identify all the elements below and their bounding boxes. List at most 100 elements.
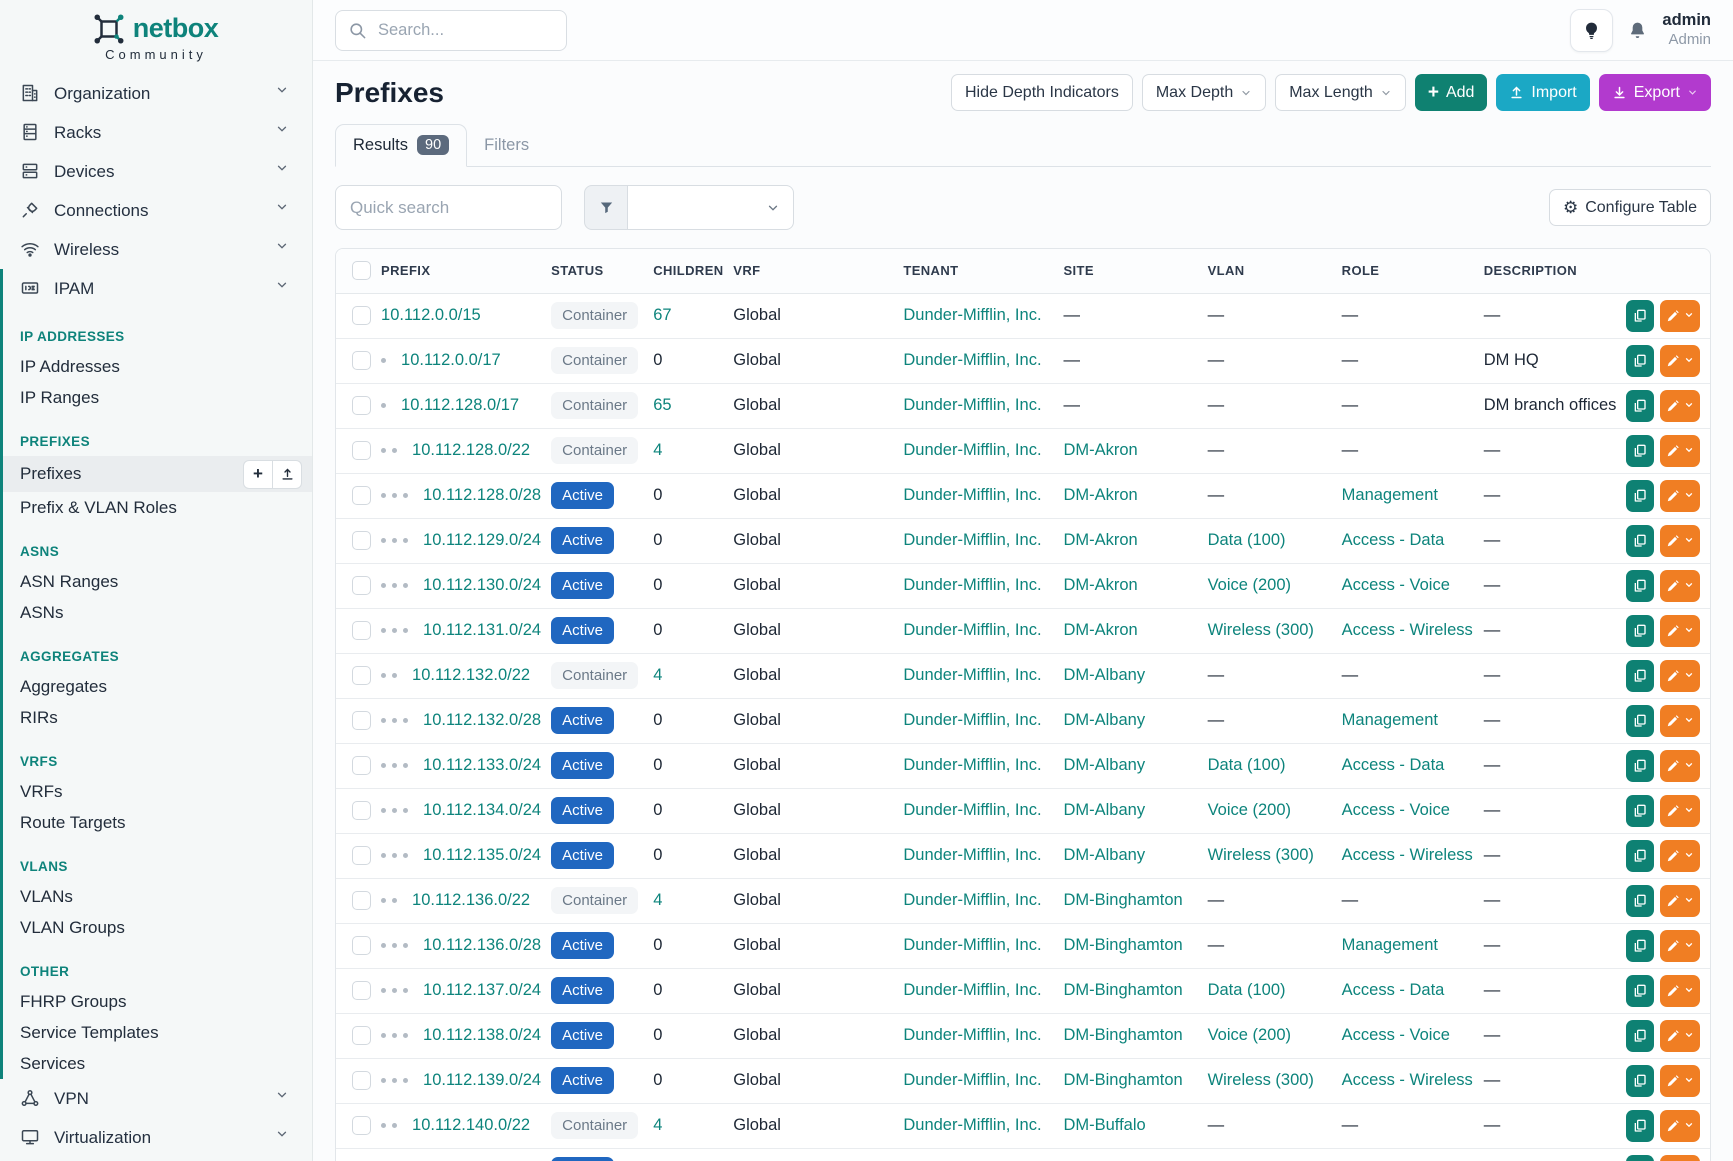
prefix-link[interactable]: 10.112.137.0/24 [423, 981, 542, 999]
tenant-link[interactable]: Dunder-Mifflin, Inc. [903, 1116, 1042, 1134]
sidebar-item-rirs[interactable]: RIRs [3, 702, 312, 733]
vlan-link[interactable]: Voice (200) [1207, 576, 1292, 594]
copy-button[interactable] [1626, 1154, 1654, 1161]
prefix-link[interactable]: 10.112.135.0/24 [423, 846, 542, 864]
copy-button[interactable] [1626, 839, 1654, 872]
vlan-link[interactable]: Wireless (300) [1207, 846, 1314, 864]
row-checkbox[interactable] [352, 1116, 371, 1135]
edit-button[interactable] [1660, 434, 1700, 467]
edit-button[interactable] [1660, 704, 1700, 737]
edit-button[interactable] [1660, 749, 1700, 782]
sidebar-item-prefix-vlan-roles[interactable]: Prefix & VLAN Roles [3, 492, 312, 523]
tenant-link[interactable]: Dunder-Mifflin, Inc. [903, 1026, 1042, 1044]
hide-depth-indicators-button[interactable]: Hide Depth Indicators [950, 74, 1133, 111]
row-checkbox[interactable] [352, 621, 371, 640]
row-checkbox[interactable] [352, 756, 371, 775]
edit-button[interactable] [1660, 569, 1700, 602]
netbox-logo[interactable]: netbox Community [0, 0, 312, 64]
prefix-link[interactable]: 10.112.132.0/22 [412, 666, 531, 684]
tenant-link[interactable]: Dunder-Mifflin, Inc. [903, 756, 1042, 774]
prefix-link[interactable]: 10.112.131.0/24 [423, 621, 542, 639]
copy-button[interactable] [1626, 749, 1654, 782]
prefixes-import-button[interactable] [272, 459, 302, 489]
site-link[interactable]: DM-Albany [1063, 711, 1146, 729]
sidebar-item-services[interactable]: Services [3, 1048, 312, 1079]
copy-button[interactable] [1626, 434, 1654, 467]
copy-button[interactable] [1626, 389, 1654, 422]
row-checkbox[interactable] [352, 936, 371, 955]
tenant-link[interactable]: Dunder-Mifflin, Inc. [903, 846, 1042, 864]
site-link[interactable]: DM-Albany [1063, 666, 1146, 684]
copy-button[interactable] [1626, 344, 1654, 377]
row-checkbox[interactable] [352, 711, 371, 730]
prefix-link[interactable]: 10.112.128.0/22 [412, 441, 531, 459]
sidebar-item-circuits[interactable]: Circuits [0, 1157, 312, 1161]
vlan-link[interactable]: Wireless (300) [1207, 1071, 1314, 1089]
prefix-link[interactable]: 10.112.0.0/17 [401, 351, 501, 369]
row-checkbox[interactable] [352, 576, 371, 595]
children-count[interactable]: 4 [653, 441, 663, 459]
tenant-link[interactable]: Dunder-Mifflin, Inc. [903, 891, 1042, 909]
sidebar-item-vlan-groups[interactable]: VLAN Groups [3, 912, 312, 943]
configure-table-button[interactable]: ⚙ Configure Table [1548, 189, 1711, 226]
column-header-vrf[interactable]: VRF [733, 249, 904, 294]
edit-button[interactable] [1660, 524, 1700, 557]
role-link[interactable]: Management [1341, 936, 1438, 954]
site-link[interactable]: DM-Akron [1063, 576, 1138, 594]
max-depth-button[interactable]: Max Depth [1141, 74, 1267, 111]
copy-button[interactable] [1626, 524, 1654, 557]
role-link[interactable]: Access - Wireless [1341, 846, 1473, 864]
column-header-description[interactable]: DESCRIPTION [1483, 249, 1630, 294]
site-link[interactable]: DM-Albany [1063, 756, 1146, 774]
prefix-link[interactable]: 10.112.140.0/22 [412, 1116, 531, 1134]
sidebar-item-ip-addresses[interactable]: IP Addresses [3, 351, 312, 382]
copy-button[interactable] [1626, 704, 1654, 737]
import-button[interactable]: Import [1496, 74, 1590, 111]
role-link[interactable]: Access - Wireless [1341, 621, 1473, 639]
children-count[interactable]: 4 [653, 891, 663, 909]
role-link[interactable]: Access - Data [1341, 981, 1445, 999]
quick-search-input[interactable] [335, 185, 562, 230]
copy-button[interactable] [1626, 974, 1654, 1007]
prefix-link[interactable]: 10.112.136.0/28 [423, 936, 542, 954]
row-checkbox[interactable] [352, 891, 371, 910]
row-checkbox[interactable] [352, 981, 371, 1000]
add-button[interactable]: + Add [1414, 74, 1488, 111]
tenant-link[interactable]: Dunder-Mifflin, Inc. [903, 801, 1042, 819]
vlan-link[interactable]: Voice (200) [1207, 801, 1292, 819]
edit-button[interactable] [1660, 929, 1700, 962]
edit-button[interactable] [1660, 299, 1700, 332]
export-button[interactable]: Export [1598, 74, 1711, 111]
edit-button[interactable] [1660, 974, 1700, 1007]
sidebar-item-racks[interactable]: Racks [0, 113, 312, 152]
column-header-vlan[interactable]: VLAN [1207, 249, 1342, 294]
row-checkbox[interactable] [352, 1026, 371, 1045]
prefix-link[interactable]: 10.112.134.0/24 [423, 801, 542, 819]
site-link[interactable]: DM-Akron [1063, 531, 1138, 549]
copy-button[interactable] [1626, 569, 1654, 602]
sidebar-item-virtualization[interactable]: Virtualization [0, 1118, 312, 1157]
role-link[interactable]: Management [1341, 711, 1438, 729]
sidebar-item-vrfs[interactable]: VRFs [3, 776, 312, 807]
tenant-link[interactable]: Dunder-Mifflin, Inc. [903, 936, 1042, 954]
sidebar-item-asn-ranges[interactable]: ASN Ranges [3, 566, 312, 597]
tab-results[interactable]: Results 90 [335, 124, 468, 167]
tenant-link[interactable]: Dunder-Mifflin, Inc. [903, 306, 1042, 324]
row-checkbox[interactable] [352, 531, 371, 550]
tenant-link[interactable]: Dunder-Mifflin, Inc. [903, 351, 1042, 369]
row-checkbox[interactable] [352, 1071, 371, 1090]
copy-button[interactable] [1626, 794, 1654, 827]
prefix-link[interactable]: 10.112.128.0/17 [401, 396, 520, 414]
site-link[interactable]: DM-Buffalo [1063, 1116, 1146, 1134]
copy-button[interactable] [1626, 299, 1654, 332]
site-link[interactable]: DM-Binghamton [1063, 981, 1183, 999]
site-link[interactable]: DM-Binghamton [1063, 1026, 1183, 1044]
sidebar-item-wireless[interactable]: Wireless [0, 230, 312, 269]
vlan-link[interactable]: Data (100) [1207, 756, 1286, 774]
sidebar-item-ip-ranges[interactable]: IP Ranges [3, 382, 312, 413]
max-length-button[interactable]: Max Length [1275, 74, 1406, 111]
edit-button[interactable] [1660, 1109, 1700, 1142]
vlan-link[interactable]: Wireless (300) [1207, 621, 1314, 639]
role-link[interactable]: Access - Wireless [1341, 1071, 1473, 1089]
row-checkbox[interactable] [352, 441, 371, 460]
